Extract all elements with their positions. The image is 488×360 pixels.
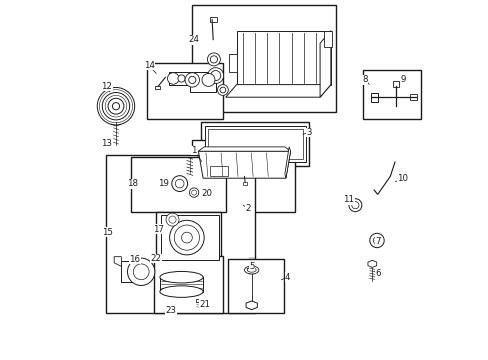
Circle shape (207, 68, 223, 84)
Circle shape (171, 176, 187, 192)
Circle shape (189, 188, 199, 197)
Text: 21: 21 (199, 300, 210, 309)
Text: 7: 7 (374, 237, 380, 246)
Text: 13: 13 (102, 139, 112, 148)
Polygon shape (370, 93, 377, 102)
Circle shape (351, 202, 358, 209)
Polygon shape (207, 129, 302, 159)
Polygon shape (204, 126, 305, 162)
Polygon shape (196, 299, 202, 302)
Text: 4: 4 (285, 273, 290, 282)
Circle shape (220, 87, 225, 93)
Polygon shape (409, 94, 416, 100)
Polygon shape (111, 119, 121, 126)
Text: 15: 15 (102, 228, 113, 237)
Polygon shape (156, 212, 221, 263)
Polygon shape (367, 260, 376, 267)
Polygon shape (323, 31, 331, 47)
Circle shape (112, 103, 120, 110)
Polygon shape (147, 63, 223, 119)
Text: 24: 24 (188, 35, 199, 44)
Circle shape (174, 225, 199, 250)
Polygon shape (106, 155, 255, 313)
Circle shape (369, 233, 384, 248)
Polygon shape (198, 147, 290, 151)
Text: 12: 12 (102, 82, 112, 91)
Polygon shape (131, 157, 226, 212)
Circle shape (202, 73, 215, 86)
Polygon shape (363, 70, 420, 119)
Polygon shape (392, 81, 399, 87)
Text: 14: 14 (143, 61, 154, 70)
Polygon shape (228, 259, 284, 313)
Text: 20: 20 (201, 189, 212, 198)
Text: 5: 5 (248, 262, 254, 271)
Circle shape (169, 220, 204, 255)
Circle shape (127, 258, 155, 285)
Circle shape (210, 71, 220, 81)
Polygon shape (320, 31, 330, 97)
Polygon shape (284, 147, 290, 178)
Text: 22: 22 (150, 254, 162, 263)
Polygon shape (114, 257, 121, 266)
Text: 19: 19 (158, 179, 168, 188)
Circle shape (207, 53, 220, 66)
Ellipse shape (160, 271, 203, 283)
Text: 18: 18 (127, 179, 138, 188)
Polygon shape (225, 85, 330, 97)
Circle shape (188, 76, 196, 84)
Circle shape (373, 237, 380, 244)
Circle shape (181, 232, 192, 243)
Circle shape (217, 85, 228, 95)
Text: 2: 2 (245, 204, 250, 213)
Polygon shape (161, 215, 218, 260)
Polygon shape (198, 151, 290, 178)
Text: 16: 16 (129, 255, 140, 264)
Ellipse shape (160, 286, 203, 297)
Text: 6: 6 (374, 269, 380, 278)
Text: 8: 8 (362, 76, 367, 85)
Text: 23: 23 (165, 306, 176, 315)
Text: 11: 11 (343, 195, 354, 204)
Circle shape (175, 179, 183, 188)
Circle shape (166, 213, 179, 226)
Polygon shape (229, 54, 236, 72)
Circle shape (178, 75, 185, 82)
Polygon shape (192, 5, 336, 112)
Polygon shape (210, 17, 217, 22)
Polygon shape (245, 301, 257, 310)
Polygon shape (201, 122, 309, 166)
Ellipse shape (247, 268, 256, 272)
Circle shape (108, 98, 123, 114)
Circle shape (102, 93, 129, 120)
Circle shape (168, 216, 176, 223)
Circle shape (97, 87, 134, 125)
Polygon shape (210, 166, 228, 176)
Polygon shape (154, 256, 223, 313)
Polygon shape (243, 182, 247, 185)
Text: 1: 1 (191, 146, 197, 155)
Circle shape (348, 199, 361, 212)
Polygon shape (192, 140, 294, 212)
Text: 9: 9 (399, 76, 405, 85)
Polygon shape (155, 86, 159, 89)
Circle shape (185, 73, 199, 87)
Polygon shape (236, 31, 330, 85)
Polygon shape (168, 72, 215, 92)
Circle shape (133, 264, 149, 280)
Text: 3: 3 (306, 128, 311, 137)
Polygon shape (121, 261, 147, 282)
Text: 10: 10 (397, 174, 407, 183)
Ellipse shape (244, 266, 258, 274)
Circle shape (210, 56, 217, 63)
Text: 17: 17 (152, 225, 163, 234)
Circle shape (191, 190, 196, 195)
Circle shape (167, 73, 179, 84)
